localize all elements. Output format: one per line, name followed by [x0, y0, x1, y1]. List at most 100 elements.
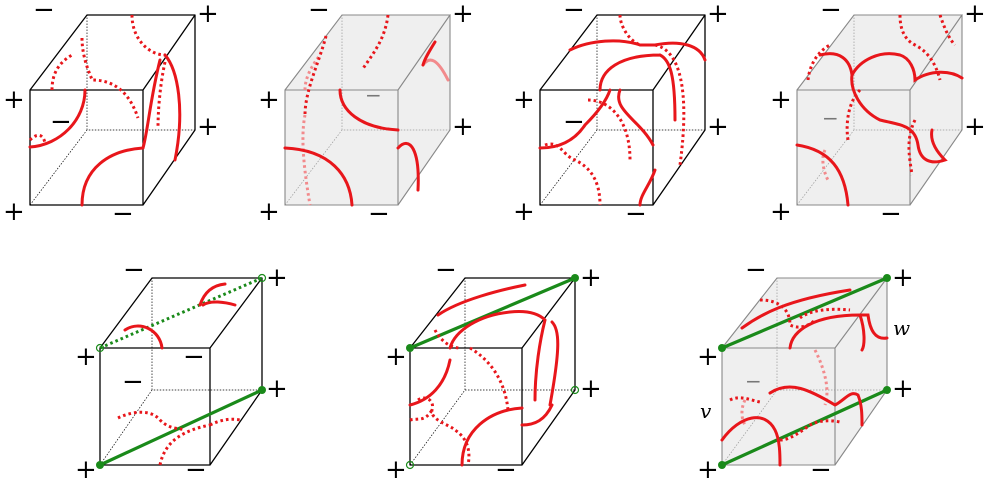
curve: [28, 14, 167, 146]
plus-sign: +: [258, 85, 280, 115]
hidden-edges: [99, 278, 262, 466]
minus-sign: −: [122, 367, 144, 397]
plus-sign: +: [770, 85, 792, 115]
cube-6: [405, 274, 580, 470]
cube-4: [795, 14, 964, 207]
plus-sign: +: [707, 112, 729, 142]
vertex-marker: [257, 273, 267, 283]
plus-sign: +: [513, 197, 535, 227]
minus-sign: −: [822, 106, 839, 130]
hidden-edges: [29, 15, 195, 206]
diagonal: [98, 388, 264, 467]
curve: [795, 52, 964, 207]
cube-edges: [284, 14, 452, 206]
plus-sign: +: [452, 112, 474, 142]
cube-3: [538, 14, 707, 207]
minus-sign: −: [183, 342, 205, 372]
cube-edges: [29, 14, 196, 206]
curve: [283, 40, 437, 207]
cube-edges: [539, 14, 706, 206]
curve: [409, 329, 510, 466]
sign-labels: − + + − + + − − + + − + + − − + + − + + …: [3, 0, 986, 480]
plus-sign: +: [385, 455, 407, 480]
vertex-marker: [258, 386, 266, 394]
minus-sign: −: [745, 369, 762, 393]
plus-sign: +: [770, 197, 792, 227]
plus-sign: +: [3, 85, 25, 115]
plus-sign: +: [697, 342, 719, 372]
hidden-edges: [409, 278, 575, 466]
minus-sign: −: [123, 255, 145, 285]
plus-sign: +: [452, 0, 474, 29]
minus-sign: −: [745, 255, 767, 285]
plus-sign: +: [258, 197, 280, 227]
cube-5: [95, 273, 267, 469]
vertex-label-v: v: [700, 399, 712, 423]
vertex-marker: [718, 344, 726, 352]
curve: [740, 349, 829, 426]
plus-sign: +: [892, 374, 914, 404]
vertex-marker: [405, 460, 415, 470]
minus-sign: −: [368, 199, 390, 229]
minus-sign: −: [625, 199, 647, 229]
curve: [117, 410, 241, 466]
diagonal: [408, 276, 577, 350]
plus-sign: +: [697, 455, 719, 480]
vertex-marker: [883, 274, 891, 282]
vertex-marker: [570, 385, 580, 395]
minus-sign: −: [880, 199, 902, 229]
minus-sign: −: [50, 107, 72, 137]
curve: [544, 14, 686, 206]
plus-sign: +: [266, 374, 288, 404]
minus-sign: −: [810, 455, 832, 480]
vertex-marker: [406, 344, 414, 352]
minus-sign: −: [308, 0, 330, 25]
minus-sign: −: [435, 255, 457, 285]
curve: [123, 282, 237, 350]
vertex-marker: [96, 461, 104, 469]
hidden-edges: [284, 15, 450, 206]
plus-sign: +: [513, 85, 535, 115]
curve: [821, 149, 830, 181]
cube-2: [283, 14, 452, 207]
curve: [729, 298, 851, 442]
vertex-marker: [571, 274, 579, 282]
cube-face: [797, 15, 962, 205]
vertex-marker: [95, 343, 105, 353]
plus-sign: +: [3, 197, 25, 227]
curve: [538, 39, 707, 207]
cube-7: [718, 274, 891, 469]
plus-sign: +: [385, 342, 407, 372]
plus-sign: +: [197, 112, 219, 142]
plus-sign: +: [266, 263, 288, 293]
minus-sign: −: [820, 0, 842, 25]
curve: [301, 54, 322, 206]
minus-sign: −: [563, 0, 585, 25]
plus-sign: +: [707, 0, 729, 29]
minus-sign: −: [33, 0, 55, 25]
cube-face: [285, 15, 450, 205]
plus-sign: +: [75, 455, 97, 480]
plus-sign: +: [964, 112, 986, 142]
curve: [806, 14, 957, 176]
minus-sign: −: [563, 107, 585, 137]
curve: [28, 53, 182, 207]
vertex-marker: [718, 461, 726, 469]
curve: [303, 14, 390, 116]
minus-sign: −: [112, 199, 134, 229]
minus-sign: −: [365, 83, 382, 107]
plus-sign: +: [197, 0, 219, 29]
vertex-label-w: w: [893, 316, 910, 340]
cube-edges: [409, 277, 576, 466]
curve: [720, 288, 889, 467]
plus-sign: +: [580, 374, 602, 404]
plus-sign: +: [964, 0, 986, 29]
minus-sign: −: [495, 455, 517, 480]
vertex-marker: [883, 386, 891, 394]
cube-1: [28, 14, 196, 207]
plus-sign: +: [580, 263, 602, 293]
plus-sign: +: [892, 263, 914, 293]
plus-sign: +: [75, 342, 97, 372]
curve: [408, 283, 560, 467]
